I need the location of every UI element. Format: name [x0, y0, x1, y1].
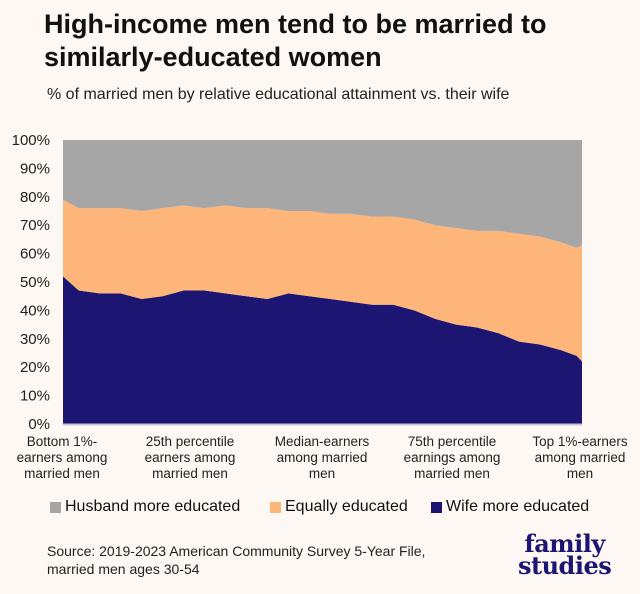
- legend-item-husband: Husband more educated: [50, 498, 240, 516]
- x-tick-label: Median-earners among married men: [275, 434, 370, 481]
- x-tick-label: 75th percentile earnings among married men: [404, 434, 501, 481]
- logo-line1: family: [524, 529, 605, 558]
- y-tick-label: 40%: [20, 302, 50, 319]
- x-tick-label: 25th percentile earners among married men: [145, 434, 236, 481]
- y-tick-label: 10%: [20, 388, 50, 405]
- y-tick-label: 60%: [20, 246, 50, 263]
- legend: Husband more educated Equally educated W…: [0, 498, 640, 522]
- legend-label: Equally educated: [285, 498, 408, 515]
- x-tick-label: Top 1%-earners among married men: [532, 434, 628, 481]
- y-tick-label: 50%: [20, 274, 50, 291]
- legend-item-wife: Wife more educated: [431, 498, 589, 516]
- y-tick-label: 20%: [20, 359, 50, 376]
- y-tick-label: 30%: [20, 331, 50, 348]
- logo-line2: studies: [518, 551, 612, 580]
- y-tick-label: 90%: [20, 160, 50, 177]
- legend-swatch-equal: [270, 501, 281, 513]
- family-studies-logo: family studies: [518, 529, 612, 580]
- y-tick-label: 80%: [20, 189, 50, 206]
- chart-title: High-income men tend to be married to si…: [44, 9, 547, 72]
- legend-swatch-wife: [431, 501, 442, 513]
- source-note: Source: 2019-2023 American Community Sur…: [47, 543, 426, 577]
- y-tick-label: 70%: [20, 217, 50, 234]
- area-equally-educated: [63, 199, 582, 362]
- y-tick-label: 0%: [28, 416, 50, 433]
- x-tick-label: Bottom 1%-earners among married men: [17, 434, 108, 481]
- area-husband-more-educated: [63, 140, 582, 248]
- y-tick-label: 100%: [12, 132, 50, 149]
- chart-subtitle: % of married men by relative educational…: [47, 86, 510, 103]
- legend-swatch-husband: [50, 501, 61, 513]
- legend-label: Wife more educated: [446, 498, 590, 515]
- area-wife-more-educated: [63, 276, 582, 424]
- legend-label: Husband more educated: [65, 498, 241, 515]
- legend-item-equal: Equally educated: [270, 498, 408, 516]
